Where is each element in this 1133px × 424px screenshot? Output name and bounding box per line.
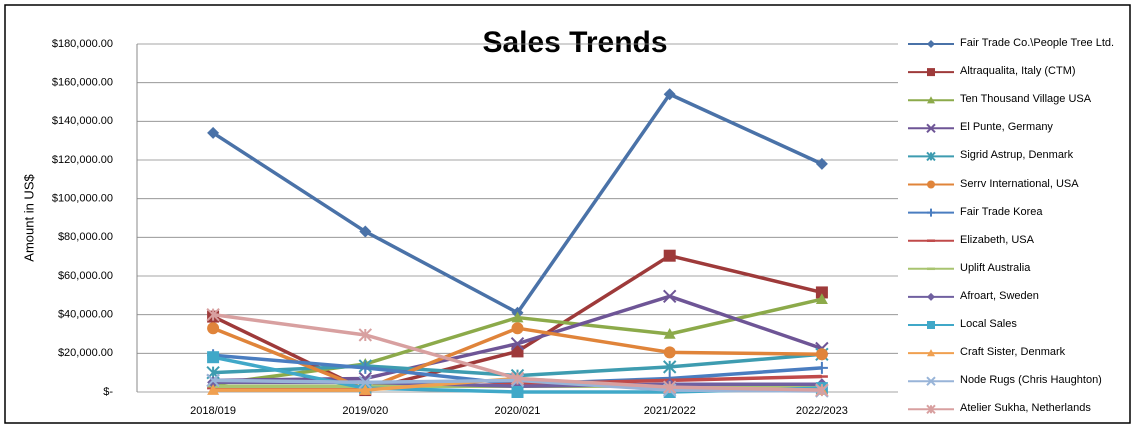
marker: [927, 180, 935, 189]
marker: [927, 96, 935, 104]
marker: [663, 88, 676, 101]
marker: [926, 376, 936, 386]
x-tick-label: 2021/2022: [644, 405, 696, 417]
marker: [207, 322, 220, 335]
marker: [663, 346, 676, 359]
marker: [511, 322, 524, 335]
marker: [511, 386, 524, 398]
y-tick-label: $40,000.00: [58, 309, 113, 321]
marker: [662, 289, 677, 304]
marker: [926, 123, 936, 134]
marker: [927, 349, 935, 357]
marker: [510, 336, 525, 351]
marker: [358, 328, 373, 342]
legend-label: Fair Trade Co.\People Tree Ltd.: [960, 37, 1115, 49]
y-axis-label: Amount in US$: [21, 174, 36, 262]
legend-label: El Punte, Germany: [960, 121, 1053, 134]
x-tick-label: 2020/021: [495, 405, 541, 417]
y-tick-label: $20,000.00: [58, 347, 113, 359]
marker: [926, 404, 936, 415]
legend-label: Uplift Australia: [960, 261, 1031, 274]
legend-label: Craft Sister, Denmark: [960, 346, 1066, 359]
legend-label: Altraqualita, Italy (CTM): [960, 65, 1076, 78]
marker: [206, 307, 220, 322]
y-tick-label: $120,000.00: [52, 154, 113, 166]
marker: [815, 157, 828, 170]
marker: [926, 151, 936, 162]
y-tick-label: $100,000.00: [52, 193, 113, 205]
legend-label: Atelier Sukha, Netherlands: [960, 402, 1091, 415]
y-tick-label: $-: [103, 386, 113, 398]
legend-label: Local Sales: [960, 318, 1017, 330]
marker: [663, 328, 676, 339]
marker: [511, 311, 524, 323]
legend-label: Ten Thousand Village USA: [960, 93, 1092, 106]
marker: [359, 225, 372, 238]
y-tick-label: $180,000.00: [52, 38, 113, 50]
marker: [815, 293, 828, 304]
legend-label: Sigrid Astrup, Denmark: [960, 149, 1074, 162]
marker: [927, 321, 935, 329]
marker: [207, 384, 220, 395]
marker: [815, 286, 828, 299]
legend-label: Fair Trade Korea: [960, 205, 1043, 218]
marker: [815, 348, 828, 361]
y-tick-label: $80,000.00: [58, 231, 113, 243]
y-tick-label: $60,000.00: [58, 270, 113, 282]
marker: [207, 126, 220, 139]
marker: [511, 345, 524, 358]
marker: [358, 375, 373, 390]
marker: [927, 68, 935, 77]
marker: [510, 371, 525, 386]
marker: [206, 373, 220, 388]
marker: [815, 383, 829, 397]
y-tick-label: $160,000.00: [52, 77, 113, 89]
legend-label: Elizabeth, USA: [960, 233, 1034, 246]
marker: [927, 292, 935, 301]
legend-label: Node Rugs (Chris Haughton): [960, 374, 1102, 387]
marker: [359, 361, 372, 374]
marker: [662, 360, 677, 374]
marker: [663, 249, 676, 262]
chart-title: Sales Trends: [482, 26, 667, 59]
marker: [927, 208, 935, 217]
marker: [927, 40, 935, 48]
legend-label: Serrv International, USA: [960, 177, 1079, 190]
marker: [662, 380, 677, 394]
marker: [207, 351, 220, 364]
marker: [815, 361, 828, 374]
x-tick-label: 2022/2023: [796, 405, 848, 417]
y-tick-label: $140,000.00: [52, 115, 113, 127]
x-tick-label: 2018/019: [190, 405, 236, 417]
legend-label: Afroart, Sweden: [960, 289, 1039, 302]
marker: [359, 384, 372, 395]
x-tick-label: 2019/020: [342, 405, 388, 417]
